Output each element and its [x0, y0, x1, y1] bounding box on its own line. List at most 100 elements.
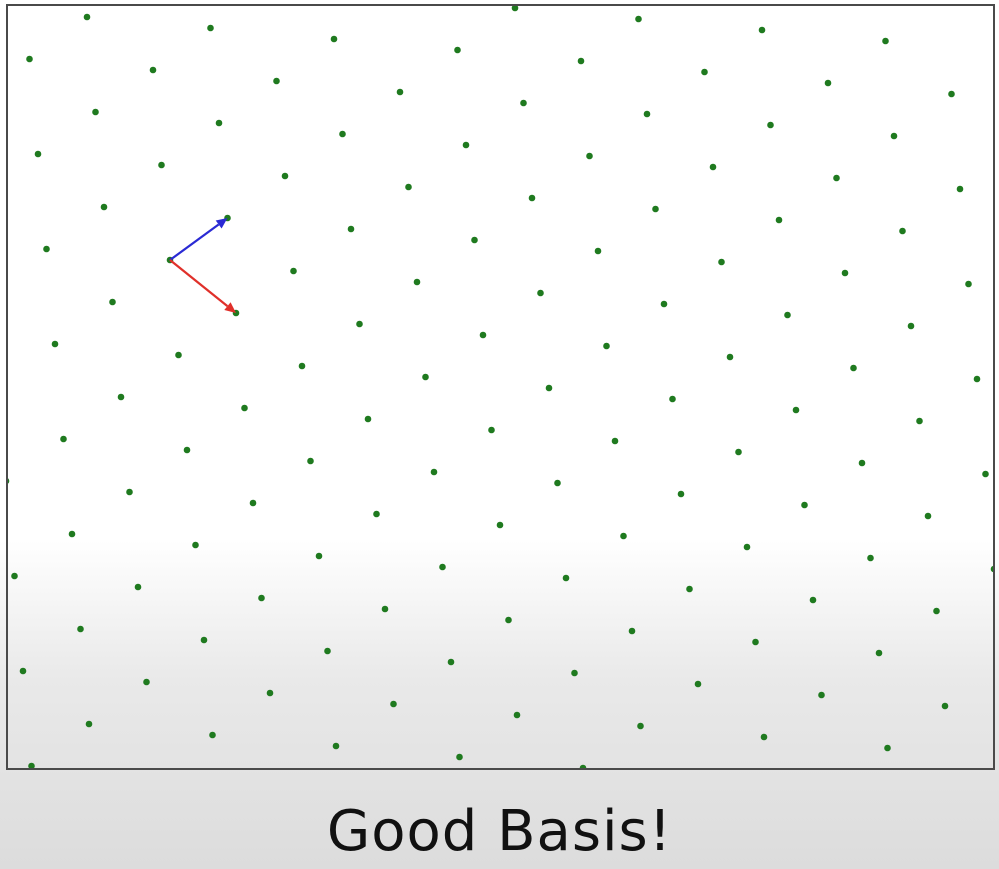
lattice-plot: [6, 4, 995, 770]
lattice-point: [760, 733, 768, 741]
lattice-point: [907, 322, 915, 330]
lattice-point: [505, 616, 512, 624]
lattice-point: [405, 183, 412, 191]
lattice-point: [249, 499, 257, 507]
basis-vectors: [169, 218, 236, 313]
lattice-point: [726, 353, 734, 361]
lattice-point: [298, 362, 306, 370]
basis-vector-blue-head: [215, 218, 228, 229]
lattice-point: [858, 459, 866, 467]
lattice-point: [758, 26, 766, 34]
lattice-point: [11, 572, 18, 580]
lattice-point: [933, 607, 940, 615]
lattice-point: [43, 245, 50, 253]
lattice-point: [273, 77, 280, 85]
lattice-point: [456, 753, 463, 761]
lattice-point: [454, 46, 461, 54]
lattice-point: [577, 57, 585, 65]
lattice-point: [882, 37, 889, 45]
lattice-point: [209, 731, 216, 739]
lattice-point: [339, 130, 346, 138]
lattice-point: [982, 470, 989, 478]
lattice-point: [767, 121, 774, 129]
lattice-point: [364, 415, 372, 423]
lattice-point: [192, 541, 199, 549]
lattice-point: [462, 141, 470, 149]
basis-vector-red-shaft: [169, 259, 229, 307]
lattice-point: [792, 406, 800, 414]
lattice-point: [537, 289, 544, 297]
lattice-point: [143, 678, 150, 686]
lattice-point: [652, 205, 659, 213]
lattice-point: [701, 68, 708, 76]
lattice-point: [175, 351, 182, 359]
lattice-point: [207, 24, 214, 32]
basis-vector-blue-shaft: [169, 223, 220, 261]
lattice-points: [8, 6, 993, 768]
lattice-point: [83, 13, 91, 21]
lattice-point: [643, 110, 651, 118]
lattice-point: [488, 426, 495, 434]
lattice-point: [330, 35, 338, 43]
lattice-point: [965, 280, 972, 288]
lattice-point: [571, 669, 578, 677]
lattice-point: [660, 300, 668, 308]
lattice-point: [447, 658, 455, 666]
lattice-point: [594, 247, 602, 255]
lattice-point: [479, 331, 487, 339]
basis-vector-red: [169, 259, 236, 313]
lattice-point: [8, 478, 10, 484]
lattice-point: [579, 764, 587, 768]
lattice-point: [258, 594, 265, 602]
lattice-point: [520, 99, 527, 107]
lattice-point: [126, 488, 133, 496]
lattice-point: [315, 552, 323, 560]
lattice-point: [718, 258, 725, 266]
lattice-point: [290, 267, 297, 275]
lattice-point: [884, 744, 891, 752]
lattice-diagram: [8, 6, 993, 768]
lattice-point: [784, 311, 791, 319]
basis-vector-red-head: [224, 302, 236, 313]
lattice-point: [743, 543, 751, 551]
lattice-point: [68, 530, 76, 538]
lattice-point: [709, 163, 717, 171]
lattice-point: [439, 563, 446, 571]
lattice-point: [545, 384, 553, 392]
lattice-point: [324, 647, 331, 655]
lattice-point: [824, 79, 832, 87]
lattice-point: [628, 627, 636, 635]
lattice-point: [637, 722, 644, 730]
lattice-point: [669, 395, 676, 403]
lattice-point: [347, 225, 355, 233]
lattice-point: [809, 596, 817, 604]
lattice-point: [513, 711, 521, 719]
lattice-point: [390, 700, 397, 708]
lattice-point: [281, 172, 289, 180]
lattice-point: [973, 375, 981, 383]
lattice-point: [528, 194, 536, 202]
slide-caption: Good Basis!: [326, 799, 673, 864]
lattice-point: [19, 667, 27, 675]
basis-vector-blue: [169, 218, 228, 261]
lattice-point: [381, 605, 389, 613]
lattice-point: [875, 649, 883, 657]
lattice-point: [818, 691, 825, 699]
lattice-point: [956, 185, 964, 193]
lattice-point: [183, 446, 191, 454]
lattice-point: [266, 689, 274, 697]
lattice-point: [60, 435, 67, 443]
lattice-point: [941, 702, 949, 710]
lattice-point: [562, 574, 570, 582]
lattice-point: [51, 340, 59, 348]
lattice-point: [396, 88, 404, 96]
lattice-point: [100, 203, 108, 211]
lattice-point: [332, 742, 340, 750]
lattice-point: [603, 342, 610, 350]
lattice-point: [471, 236, 478, 244]
lattice-point: [850, 364, 857, 372]
lattice-point: [85, 720, 93, 728]
lattice-point: [801, 501, 808, 509]
lattice-point: [413, 278, 421, 286]
lattice-point: [34, 150, 42, 158]
